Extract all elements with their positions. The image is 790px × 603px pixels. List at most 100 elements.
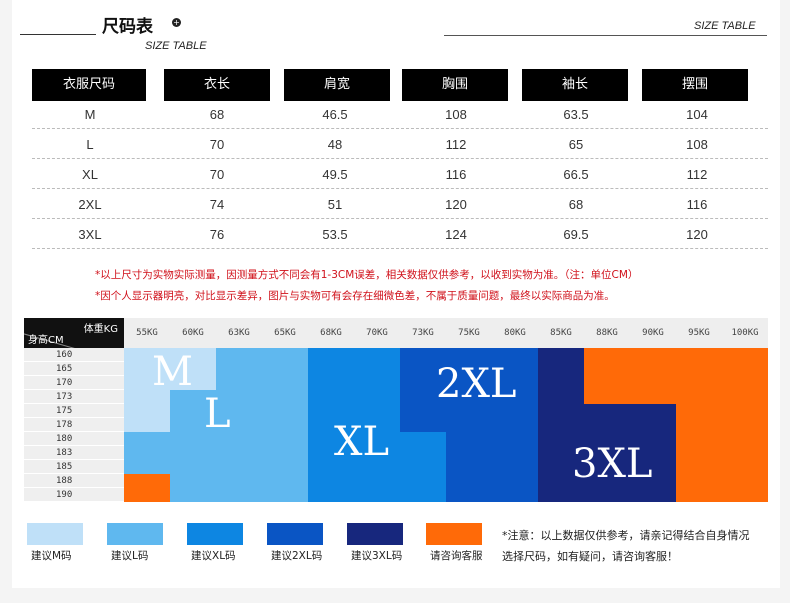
fit-cell <box>308 432 354 446</box>
weight-header: 68KG <box>308 318 354 348</box>
size-table-cell: 108 <box>445 107 467 122</box>
size-table-cell: 74 <box>209 197 225 212</box>
fit-cell <box>354 418 400 432</box>
fit-cell <box>354 460 400 474</box>
fit-cell <box>170 460 216 474</box>
row-divider <box>32 218 768 219</box>
plus-icon: + <box>172 18 181 27</box>
fit-cell <box>262 460 308 474</box>
legend-swatch <box>267 523 323 545</box>
height-header: 170 <box>24 376 124 390</box>
size-table-cell: 66.5 <box>563 167 589 182</box>
m-region <box>124 348 216 390</box>
size-table-header: 胸围 <box>402 69 508 101</box>
fit-cell <box>308 390 354 404</box>
size-table-cell: 124 <box>445 227 467 242</box>
l-region <box>124 432 170 474</box>
size-table-cell: 116 <box>686 197 708 212</box>
page-title: 尺码表 <box>102 17 153 37</box>
weight-header: 60KG <box>170 318 216 348</box>
header-divider-left <box>20 34 96 35</box>
fit-cell <box>170 418 216 432</box>
legend-label: 建议XL码 <box>191 550 236 562</box>
row-divider <box>32 128 768 129</box>
legend-swatch <box>347 523 403 545</box>
size-table-cell: 53.5 <box>322 227 348 242</box>
fit-cell <box>354 446 400 460</box>
row-divider <box>32 188 768 189</box>
legend-label: 建议3XL码 <box>351 550 403 562</box>
fit-cell <box>216 432 262 446</box>
3xl-region <box>538 432 676 502</box>
height-header: 160 <box>24 348 124 362</box>
fit-cell <box>308 418 354 432</box>
fit-cell <box>308 362 354 376</box>
fit-cell <box>262 348 308 362</box>
fit-cell <box>262 446 308 460</box>
fit-cell <box>354 488 400 502</box>
3xl-region <box>538 348 584 432</box>
fit-cell <box>308 446 354 460</box>
size-table-cell: 76 <box>209 227 225 242</box>
size-table-cell: 70 <box>209 167 225 182</box>
size-region-label: L <box>204 391 231 437</box>
legend-label: 建议L码 <box>111 550 149 562</box>
fit-cell <box>354 432 400 446</box>
fit-cell <box>308 488 354 502</box>
height-axis-label: 身高CM <box>28 335 64 346</box>
size-table-cell: 3XL <box>78 227 102 242</box>
measurement-note: *以上尺寸为实物实际测量，因测量方式不同会有1-3CM误差，相关数据仅供参考，以… <box>95 269 639 281</box>
legend-label: 建议2XL码 <box>271 550 323 562</box>
fit-cell <box>170 404 216 418</box>
size-table-cell: 48 <box>327 137 343 152</box>
fit-cell <box>262 404 308 418</box>
height-header: 173 <box>24 390 124 404</box>
height-header: 185 <box>24 460 124 474</box>
fit-cell <box>216 362 262 376</box>
size-table-cell: 2XL <box>78 197 102 212</box>
2xl-region <box>400 348 538 432</box>
size-table-header: 袖长 <box>522 69 628 101</box>
fit-cell <box>354 404 400 418</box>
legend-label: 请咨询客服 <box>430 550 483 562</box>
size-table-cell: L <box>86 137 94 152</box>
height-header: 175 <box>24 404 124 418</box>
legend-swatch <box>187 523 243 545</box>
height-header: 188 <box>24 474 124 488</box>
fit-cell <box>216 488 262 502</box>
size-region-label: 3XL <box>572 441 653 487</box>
fit-cell <box>170 432 216 446</box>
legend-swatch <box>426 523 482 545</box>
size-table-cell: 104 <box>686 107 708 122</box>
fit-cell <box>170 446 216 460</box>
size-table-cell: 70 <box>209 137 225 152</box>
fit-cell <box>400 446 446 460</box>
header-right-label: SIZE TABLE <box>694 20 756 32</box>
fit-cell <box>354 390 400 404</box>
size-table-cell: 68 <box>568 197 584 212</box>
fit-cell <box>400 474 446 488</box>
legend-swatch <box>27 523 83 545</box>
fit-cell <box>216 376 262 390</box>
3xl-region <box>584 404 676 432</box>
weight-header: 100KG <box>722 318 768 348</box>
fit-cell <box>400 488 446 502</box>
weight-header: 75KG <box>446 318 492 348</box>
weight-header: 85KG <box>538 318 584 348</box>
weight-header: 88KG <box>584 318 630 348</box>
fit-cell <box>216 348 262 362</box>
fit-cell <box>216 474 262 488</box>
row-divider <box>32 248 768 249</box>
fit-cell <box>170 390 216 404</box>
size-table-cell: 69.5 <box>563 227 589 242</box>
header-divider-right <box>444 35 767 36</box>
weight-header: 95KG <box>676 318 722 348</box>
legend-note-line1: *注意：以上数据仅供参考，请亲记得结合自身情况 <box>502 529 750 542</box>
page-subtitle: SIZE TABLE <box>145 40 207 52</box>
weight-axis-label: 体重KG <box>83 324 118 335</box>
fit-cell <box>400 432 446 446</box>
row-divider <box>32 158 768 159</box>
weight-header: 55KG <box>124 318 170 348</box>
legend-note-line2: 选择尺码，如有疑问，请咨询客服！ <box>502 550 678 563</box>
fit-cell <box>216 446 262 460</box>
